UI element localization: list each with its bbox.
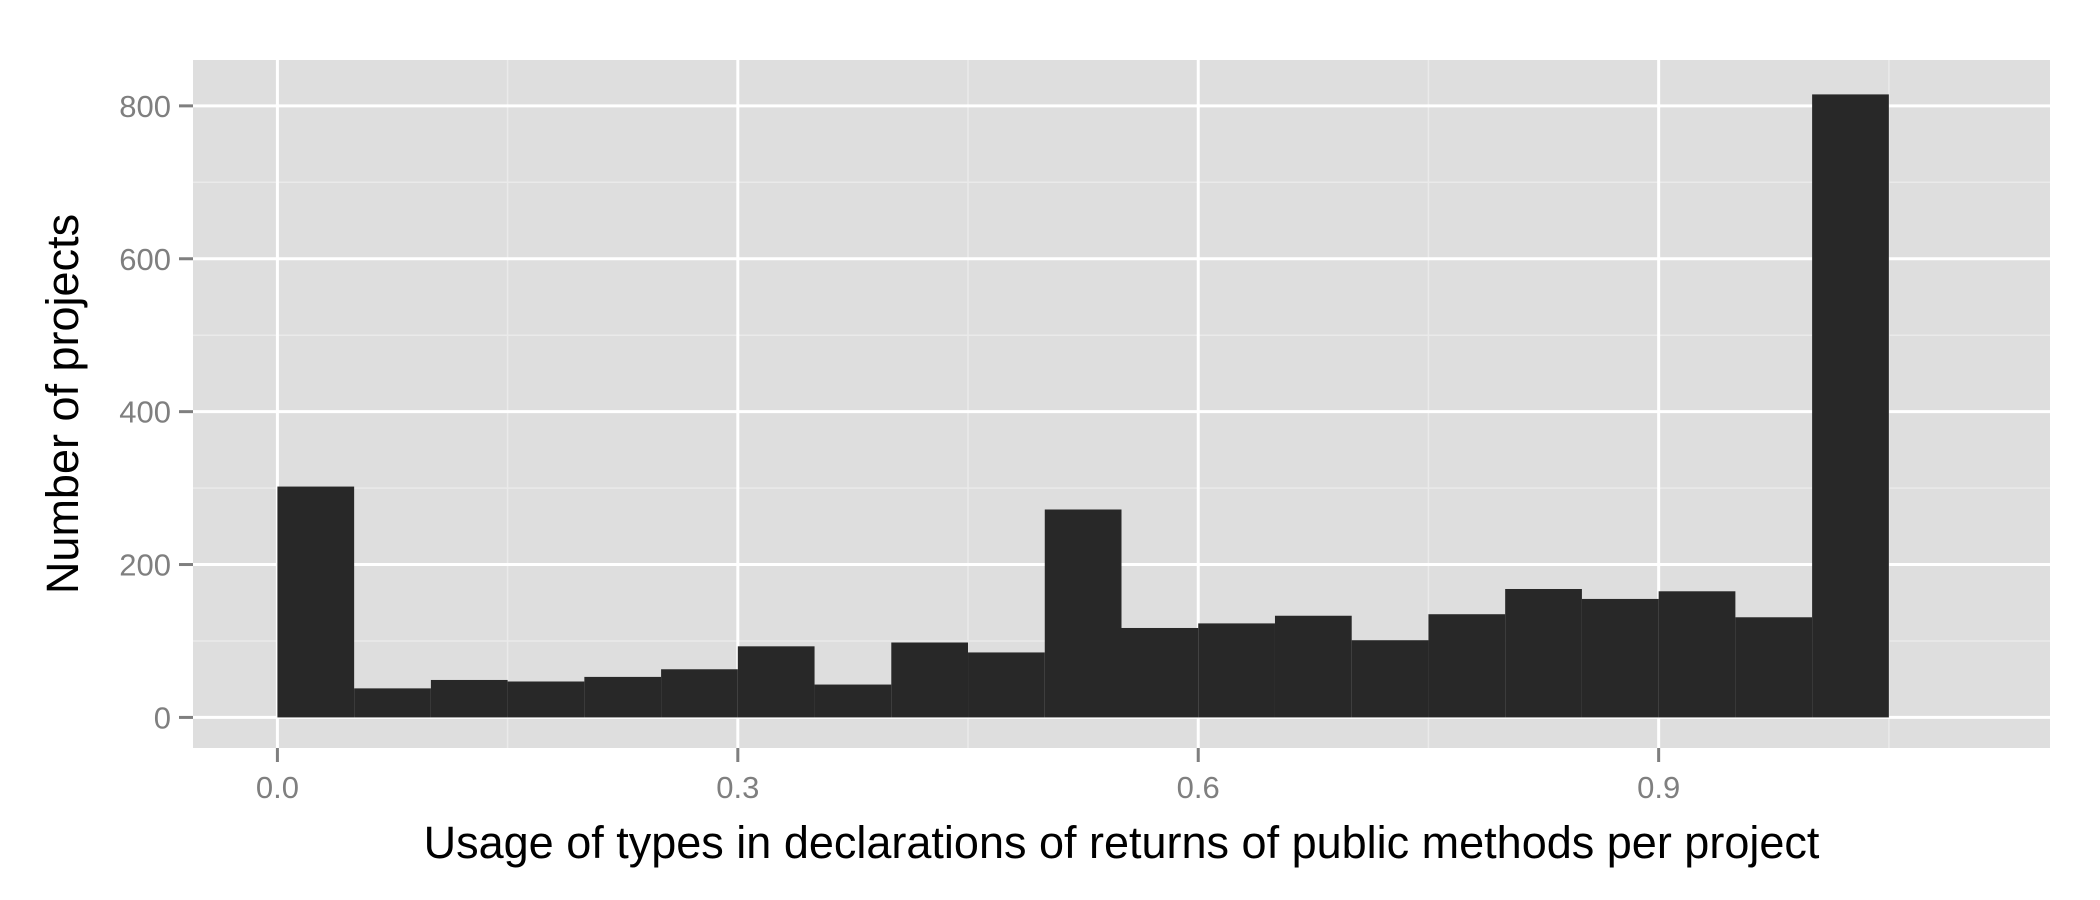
histogram-bar	[277, 486, 355, 718]
histogram-bar	[1735, 617, 1813, 718]
histogram-bar	[1581, 598, 1659, 718]
y-tick-label: 200	[119, 548, 171, 583]
x-axis-title: Usage of types in declarations of return…	[424, 817, 1820, 868]
histogram-bar	[354, 688, 431, 718]
x-tick-label: 0.6	[1177, 770, 1220, 805]
histogram-bar	[661, 669, 738, 718]
histogram-bar	[1351, 640, 1429, 718]
histogram-bar	[968, 652, 1045, 718]
histogram-bar	[1505, 588, 1582, 718]
y-tick-label: 800	[119, 89, 171, 124]
y-tick-label: 400	[119, 395, 171, 430]
histogram-bar	[737, 646, 815, 718]
x-tick-label: 0.0	[256, 770, 299, 805]
histogram-bar	[584, 676, 662, 718]
y-axis: 0 200 400 600 800	[119, 89, 193, 735]
histogram-bar	[1121, 627, 1199, 718]
histogram-bar	[1198, 623, 1275, 718]
y-tick-label: 0	[154, 700, 171, 735]
histogram-bar	[507, 681, 585, 718]
histogram-bar	[891, 642, 969, 718]
histogram-bar	[1428, 614, 1506, 718]
y-axis-title: Number of projects	[37, 214, 88, 594]
histogram-bar	[814, 684, 892, 718]
histogram-bar	[430, 679, 508, 718]
histogram-bar	[1812, 94, 1889, 718]
histogram-bar	[1274, 615, 1352, 718]
histogram-bar	[1044, 509, 1122, 718]
histogram-bar	[1658, 591, 1736, 718]
bars	[277, 94, 1889, 718]
y-tick-label: 600	[119, 242, 171, 277]
x-axis: 0.0 0.3 0.6 0.9	[256, 748, 1680, 805]
x-tick-label: 0.9	[1637, 770, 1680, 805]
x-tick-label: 0.3	[716, 770, 759, 805]
